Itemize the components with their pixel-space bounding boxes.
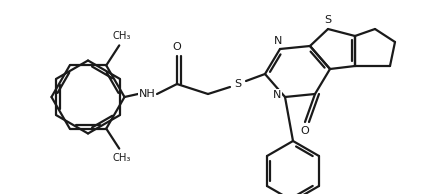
Text: S: S bbox=[234, 79, 242, 89]
Text: O: O bbox=[173, 42, 181, 52]
Text: CH₃: CH₃ bbox=[112, 153, 130, 163]
Text: NH: NH bbox=[139, 89, 156, 99]
Text: S: S bbox=[324, 15, 332, 25]
Text: N: N bbox=[274, 36, 282, 46]
Text: CH₃: CH₃ bbox=[112, 31, 130, 41]
Text: O: O bbox=[301, 126, 309, 136]
Text: N: N bbox=[273, 90, 281, 100]
